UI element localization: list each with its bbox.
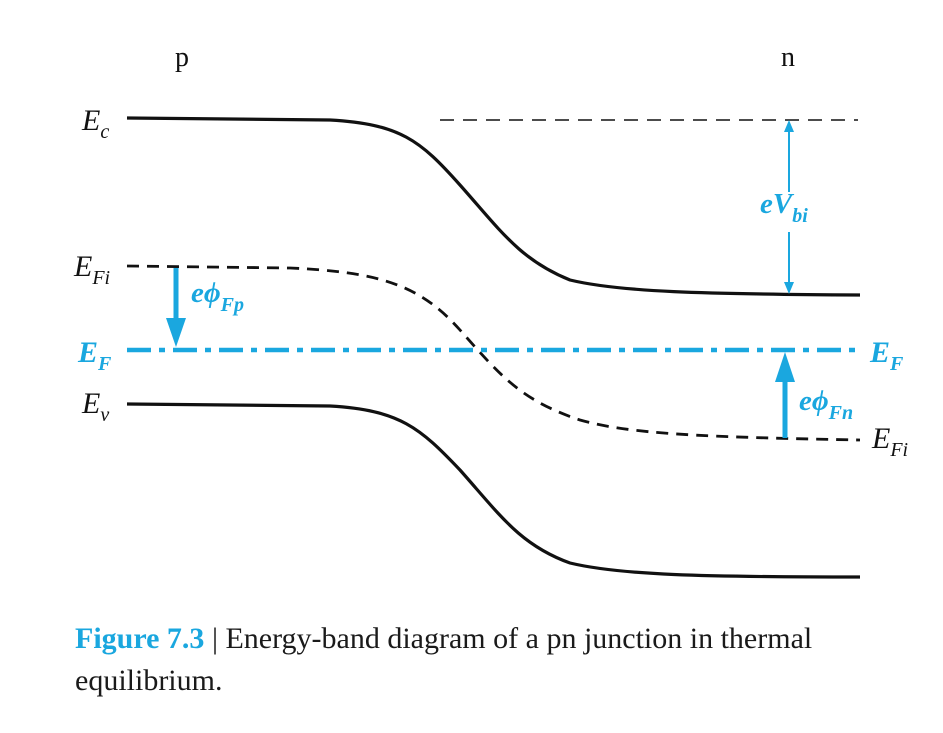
caption-text: Energy-band diagram of a pn junction in … xyxy=(75,622,813,697)
figure-number: Figure 7.3 xyxy=(75,622,205,655)
phi-fp-arrowhead xyxy=(166,318,186,347)
ef-left-label: EF xyxy=(77,336,112,375)
efi-left-label: EFi xyxy=(73,250,110,289)
valence-band-curve xyxy=(126,402,861,579)
p-region-label: p xyxy=(175,42,189,73)
vbi-arrowhead-down xyxy=(784,282,794,294)
figure-caption: Figure 7.3 | Energy-band diagram of a pn… xyxy=(75,618,895,702)
ec-label: Ec xyxy=(81,104,109,143)
caption-separator: | xyxy=(204,622,226,655)
intrinsic-fermi-level-curve xyxy=(126,264,861,442)
phi-fn-arrowhead xyxy=(775,352,795,382)
ev-label: Ev xyxy=(81,387,109,426)
phi-fn-label: eϕFn xyxy=(799,385,853,424)
n-region-label: n xyxy=(781,42,795,73)
efi-right-label: EFi xyxy=(871,422,908,461)
conduction-band-curve xyxy=(126,116,861,297)
ef-right-label: EF xyxy=(869,336,904,375)
phi-fp-label: eϕFp xyxy=(191,277,244,316)
vbi-arrowhead-up xyxy=(784,120,794,132)
vbi-label: eVbi xyxy=(760,188,808,227)
